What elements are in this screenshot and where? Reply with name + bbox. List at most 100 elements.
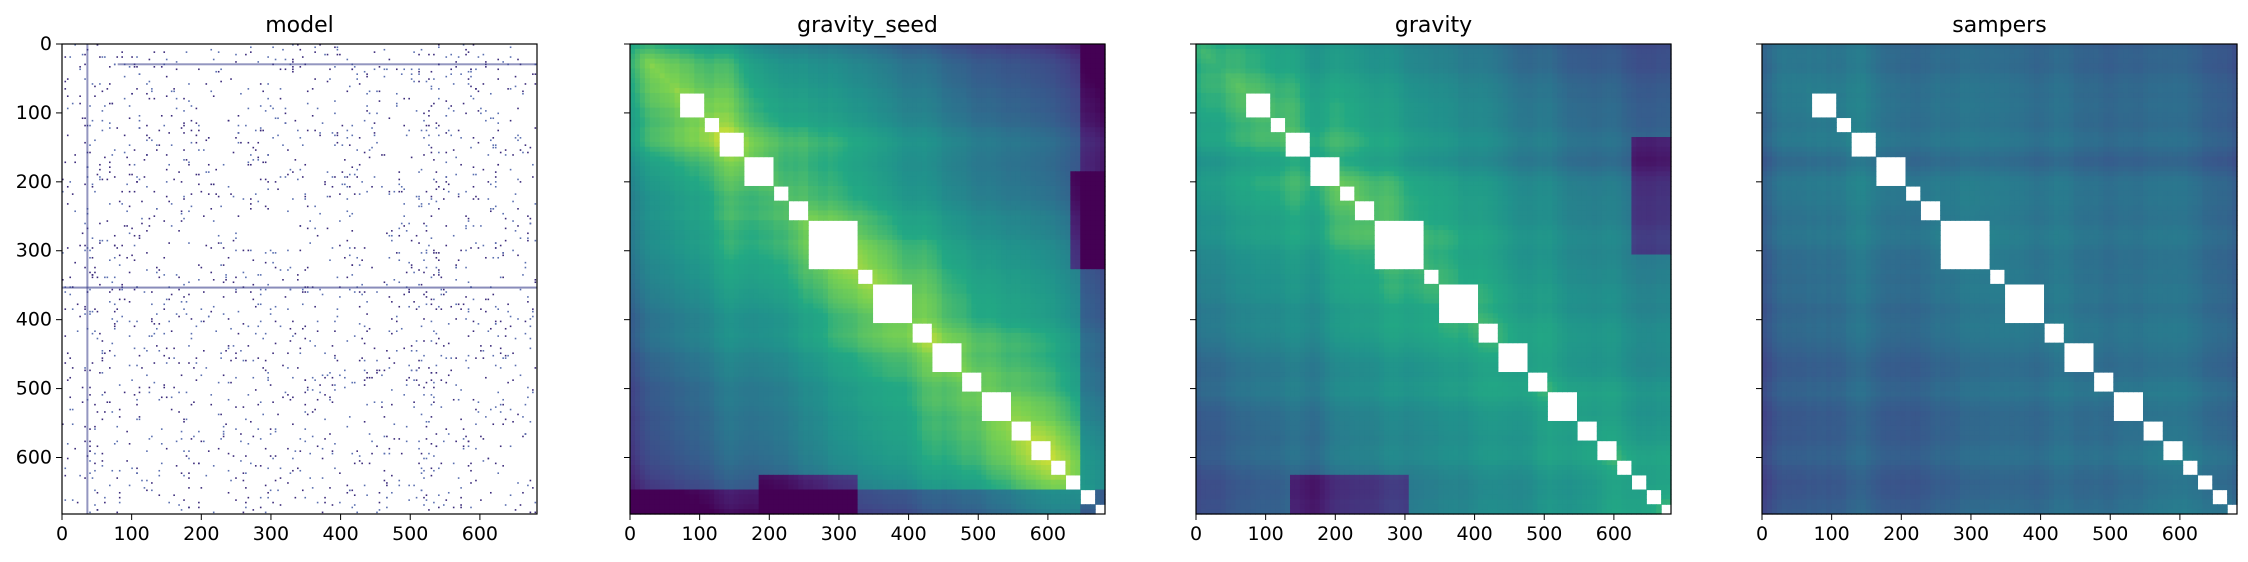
- heatmap-cell: [932, 176, 938, 182]
- heatmap-cell: [882, 44, 888, 50]
- heatmap-cell: [902, 117, 908, 123]
- heatmap-cell: [1065, 103, 1071, 109]
- heatmap-cell: [679, 191, 685, 197]
- heatmap-cell: [285, 108, 287, 110]
- heatmap-cell: [957, 132, 963, 138]
- heatmap-cell: [285, 68, 287, 70]
- heatmap-cell: [858, 108, 864, 114]
- heatmap-cell: [441, 277, 443, 279]
- heatmap-cell: [1011, 93, 1017, 99]
- heatmap-cell: [450, 105, 452, 107]
- heatmap-cell: [510, 169, 512, 171]
- heatmap-cell: [1095, 176, 1101, 182]
- heatmap-cell: [803, 88, 809, 94]
- heatmap-cell: [709, 157, 715, 163]
- heatmap-cell: [94, 86, 96, 88]
- heatmap-cell: [858, 196, 864, 202]
- heatmap-cell: [655, 132, 661, 138]
- heatmap-cell: [991, 171, 997, 177]
- heatmap-cell: [808, 83, 814, 89]
- heatmap-cell: [793, 122, 799, 128]
- heatmap-cell: [778, 147, 784, 153]
- heatmap-cell: [139, 419, 141, 421]
- heatmap-cell: [386, 507, 388, 509]
- heatmap-cell: [1001, 117, 1007, 123]
- heatmap-cell: [354, 335, 356, 337]
- heatmap-cell: [858, 44, 864, 50]
- heatmap-cell: [783, 88, 789, 94]
- heatmap-cell: [788, 98, 794, 104]
- heatmap-cell: [339, 245, 341, 247]
- heatmap-cell: [868, 68, 874, 74]
- heatmap-cell: [818, 68, 824, 74]
- heatmap-cell: [166, 95, 168, 97]
- heatmap-cell: [813, 122, 819, 128]
- heatmap-cell: [650, 93, 656, 99]
- heatmap-cell: [455, 279, 457, 281]
- heatmap-cell: [213, 220, 215, 222]
- heatmap-cell: [183, 499, 185, 501]
- heatmap-cell: [947, 186, 953, 192]
- heatmap-cell: [892, 186, 898, 192]
- heatmap-cell: [492, 147, 494, 149]
- heatmap-cell: [882, 59, 888, 65]
- heatmap-cell: [218, 448, 220, 450]
- heatmap-cell: [714, 78, 720, 84]
- heatmap-cell: [892, 68, 898, 74]
- heatmap-cell: [868, 78, 874, 84]
- heatmap-cell: [455, 357, 457, 359]
- heatmap-cell: [833, 122, 839, 128]
- heatmap-cell: [957, 113, 963, 119]
- heatmap-cell: [833, 88, 839, 94]
- heatmap-cell: [79, 245, 81, 247]
- heatmap-cell: [94, 308, 96, 310]
- heatmap-cell: [739, 98, 745, 104]
- heatmap-cell: [126, 184, 128, 186]
- heatmap-cell: [495, 247, 497, 249]
- heatmap-cell: [952, 108, 958, 114]
- heatmap-cell: [166, 181, 168, 183]
- heatmap-cell: [848, 191, 854, 197]
- heatmap-cell: [396, 93, 398, 95]
- heatmap-cell: [196, 142, 198, 144]
- heatmap-cell: [645, 103, 651, 109]
- heatmap-cell: [887, 93, 893, 99]
- heatmap-cell: [470, 247, 472, 249]
- heatmap-cell: [257, 159, 259, 161]
- heatmap-cell: [416, 235, 418, 237]
- heatmap-cell: [833, 49, 839, 55]
- heatmap-cell: [1036, 152, 1042, 158]
- heatmap-cell: [645, 64, 651, 70]
- heatmap-cell: [154, 382, 156, 384]
- heatmap-cell: [714, 157, 720, 163]
- heatmap-cell: [892, 54, 898, 60]
- heatmap-cell: [981, 137, 987, 143]
- heatmap-cell: [986, 93, 992, 99]
- heatmap-cell: [517, 225, 519, 227]
- heatmap-cell: [411, 78, 413, 80]
- heatmap-cell: [1026, 152, 1032, 158]
- heatmap-cell: [458, 196, 460, 198]
- heatmap-cell: [917, 152, 923, 158]
- heatmap-cell: [245, 54, 247, 56]
- heatmap-cell: [109, 291, 111, 293]
- heatmap-cell: [670, 83, 676, 89]
- heatmap-cell: [798, 49, 804, 55]
- heatmap-cell: [838, 157, 844, 163]
- heatmap-cell: [1046, 78, 1052, 84]
- heatmap-cell: [912, 196, 918, 202]
- heatmap-cell: [788, 78, 794, 84]
- heatmap-cell: [907, 117, 913, 123]
- heatmap-cell: [655, 113, 661, 119]
- heatmap-cell: [798, 166, 804, 172]
- heatmap-cell: [694, 88, 700, 94]
- heatmap-cell: [1046, 137, 1052, 143]
- heatmap-cell: [295, 497, 297, 499]
- heatmap-cell: [131, 174, 133, 176]
- heatmap-cell: [275, 321, 277, 323]
- heatmap-cell: [981, 93, 987, 99]
- heatmap-cell: [146, 93, 148, 95]
- heatmap-cell: [640, 171, 646, 177]
- heatmap-cell: [645, 68, 651, 74]
- heatmap-cell: [645, 98, 651, 104]
